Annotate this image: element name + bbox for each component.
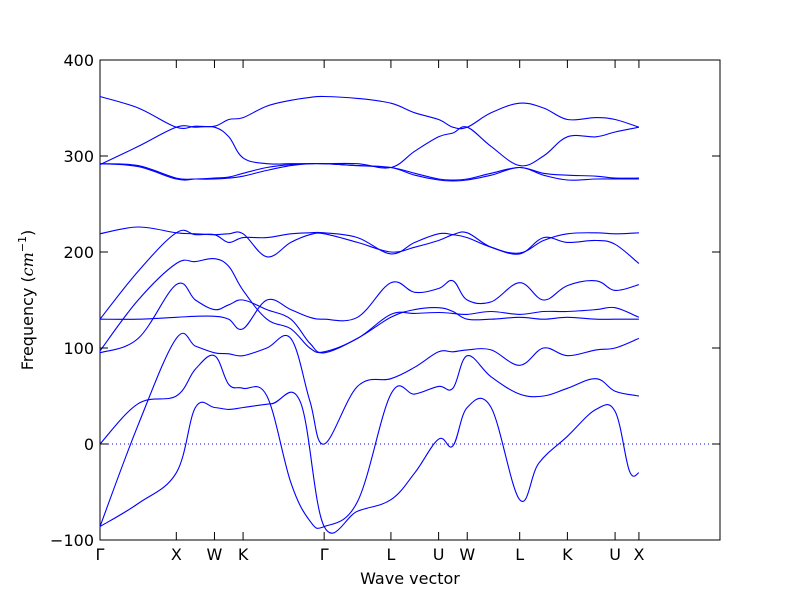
y-axis-ticks: −100 0 100 200 300 400 [50, 51, 720, 550]
x-tick-label: X [633, 545, 644, 564]
band-line-5 [99, 258, 640, 354]
phonon-bands [99, 95, 640, 534]
band-line-4 [99, 282, 639, 354]
y-axis-label-suffix: ) [18, 230, 37, 236]
band-line-3 [99, 332, 640, 527]
y-tick-label: 100 [63, 339, 94, 358]
y-axis-label-exponent: −1 [16, 236, 29, 252]
y-axis-label-unit: cm [18, 252, 37, 276]
y-axis-label: Frequency (cm−1) [16, 230, 37, 371]
y-tick-label: 400 [63, 51, 94, 70]
x-axis-label: Wave vector [360, 569, 460, 588]
x-tick-label: X [171, 545, 182, 564]
x-tick-label: W [459, 545, 475, 564]
y-tick-label: 300 [63, 147, 94, 166]
x-tick-label: U [609, 545, 621, 564]
band-line-8 [99, 226, 639, 258]
y-tick-label: −100 [50, 531, 94, 550]
band-line-6 [99, 279, 640, 331]
x-tick-label: W [207, 545, 223, 564]
band-line-11 [99, 125, 640, 169]
y-tick-label: 0 [84, 435, 94, 454]
band-line-12 [99, 95, 640, 130]
band-line-1 [99, 391, 640, 534]
band-line-2 [99, 354, 640, 529]
x-tick-label: Γ [96, 545, 105, 564]
x-tick-label: K [238, 545, 249, 564]
axes-frame [99, 59, 721, 541]
x-tick-label: Γ [320, 545, 329, 564]
y-tick-label: 200 [63, 243, 94, 262]
x-tick-label: L [515, 545, 524, 564]
x-tick-label: U [433, 545, 445, 564]
x-tick-label: K [562, 545, 573, 564]
x-tick-label: L [386, 545, 395, 564]
y-axis-label-prefix: Frequency ( [18, 276, 37, 370]
